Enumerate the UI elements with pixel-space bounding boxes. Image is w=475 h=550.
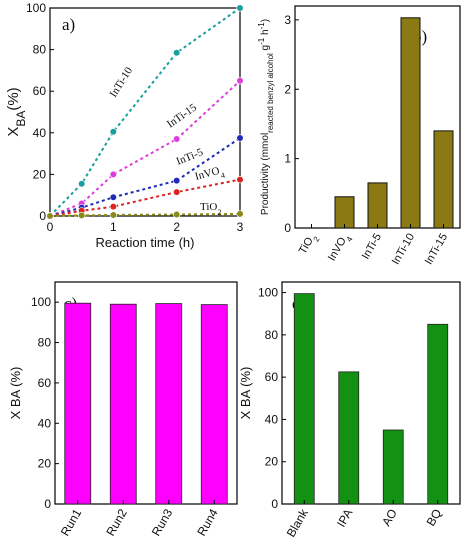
x-axis-label: Reaction time (h) [96, 235, 195, 250]
x-tick-label: Run2 [103, 506, 130, 538]
data-point [78, 180, 86, 188]
x-tick-label: Run4 [194, 506, 221, 538]
bar [64, 302, 92, 505]
bar [155, 303, 183, 505]
x-tick-label: 3 [237, 220, 244, 234]
bar [433, 130, 454, 229]
data-point [173, 49, 181, 57]
data-point [236, 4, 244, 12]
y-tick-label: 0 [44, 497, 51, 511]
x-tick-label: AO [379, 507, 400, 529]
plot-frame [281, 281, 461, 505]
panel-b: 0123b)TiO2InVO4InTi-5InTi-10InTi-15Produ… [257, 5, 461, 267]
data-point [109, 128, 117, 136]
y-tick-label: 3 [284, 13, 291, 27]
y-tick-label: 40 [33, 126, 47, 140]
data-point [78, 211, 86, 219]
x-tick-label: Blank [284, 506, 312, 540]
y-tick-label: 60 [38, 376, 52, 390]
data-point [46, 212, 54, 220]
x-tick-label: BQ [424, 507, 445, 529]
bar [367, 182, 388, 229]
bar [334, 196, 355, 229]
data-point [173, 135, 181, 143]
x-tick-label: 0 [47, 220, 54, 234]
plot-frame [49, 7, 241, 217]
x-tick-label: TiO2 [297, 231, 322, 258]
panel-a: 0 20 40 60 80 100 0 1 2 3 a) Reaction time (h) XBA(%… [5, 1, 244, 250]
y-tick-label: 80 [33, 43, 47, 57]
y-tick-label: 40 [38, 416, 52, 430]
series-inti-15: InTi-15 [46, 77, 244, 220]
series-label: InTi-5 [175, 146, 206, 168]
bar [109, 303, 137, 505]
x-tick-label: InTi-5 [360, 232, 384, 262]
y-tick-label: 100 [26, 1, 46, 15]
x-tick-label: 1 [110, 220, 117, 234]
x-tick-label: IPA [334, 507, 355, 530]
bar [200, 304, 228, 505]
y-tick-label: 1 [284, 152, 291, 166]
y-tick-label: 60 [33, 84, 47, 98]
plot-frame [54, 281, 238, 505]
y-tick-label: 100 [258, 286, 278, 300]
series-line [49, 80, 241, 217]
y-tick-label: 20 [38, 457, 52, 471]
bar [400, 17, 421, 229]
y-tick-label: 80 [265, 328, 279, 342]
series-label: InTi-10 [107, 65, 135, 100]
data-point [236, 77, 244, 85]
x-tick-label: 2 [173, 220, 180, 234]
y-tick-label: 20 [265, 455, 279, 469]
y-tick-label: 0 [284, 221, 291, 235]
panel-label: a) [62, 15, 75, 34]
data-point [173, 188, 181, 196]
x-tick-label: Run3 [149, 506, 176, 538]
y-tick-label: 0 [39, 209, 46, 223]
bar [427, 323, 449, 505]
series-line [49, 178, 241, 217]
y-tick-label: 2 [284, 82, 291, 96]
x-tick-label: InTi-10 [390, 232, 417, 267]
y-axis-label: Productivity (mmolreacted benzyl alcohol… [257, 19, 275, 215]
data-point [173, 210, 181, 219]
y-tick-label: 80 [38, 336, 52, 350]
y-axis-label: X BA (%) [8, 367, 23, 420]
y-axis-label: XBA(%) [5, 87, 28, 136]
series-inti-10: InTi-10 [46, 4, 244, 220]
data-point [109, 170, 117, 178]
data-point [173, 177, 181, 185]
y-tick-label: 0 [271, 497, 278, 511]
series-tio: TiO2 [46, 201, 244, 220]
bar [338, 371, 360, 505]
bar [293, 293, 315, 505]
y-tick-label: 40 [265, 412, 279, 426]
series-label: InTi-15 [165, 101, 200, 130]
y-tick-label: 60 [265, 370, 279, 384]
data-point [109, 193, 117, 201]
series-line [49, 7, 241, 217]
x-tick-label: InTi-15 [423, 232, 450, 267]
data-point [109, 203, 117, 211]
y-axis-label: X BA (%) [238, 367, 253, 420]
data-point [236, 134, 244, 142]
y-tick-label: 20 [33, 167, 47, 181]
data-point [109, 211, 117, 219]
y-tick-label: 100 [31, 295, 51, 309]
x-tick-label: InVO4 [326, 231, 354, 265]
series-label: TiO2 [200, 201, 221, 217]
data-point [236, 176, 244, 184]
x-tick-label: Run1 [58, 506, 85, 538]
data-point [236, 210, 244, 218]
bar [382, 429, 404, 505]
